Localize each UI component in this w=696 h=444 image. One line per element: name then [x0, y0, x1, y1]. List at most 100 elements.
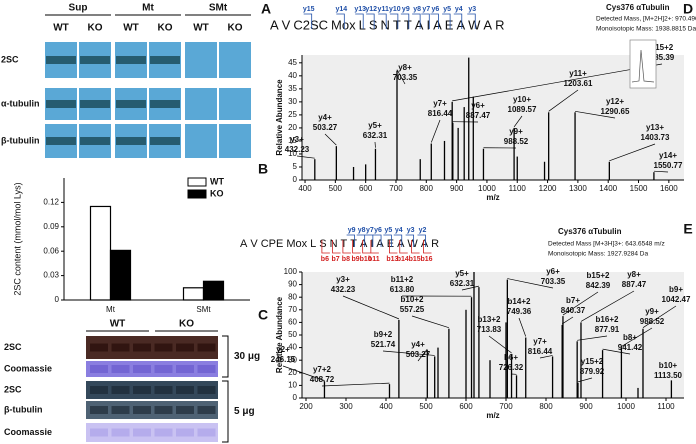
blot-lane: [185, 124, 217, 158]
peak-mz-label: 557.25: [400, 305, 425, 314]
residue: A: [360, 238, 368, 250]
y-ion-bracket: [453, 13, 463, 29]
peak-mz-label: 1290.65: [601, 107, 630, 116]
leader-line: [296, 155, 315, 159]
lane-label: KO: [228, 23, 243, 34]
y-ion-bracket: [389, 13, 399, 29]
y-ion-bracket: [383, 234, 392, 247]
blot-band: [111, 406, 130, 414]
blot-band: [111, 386, 130, 394]
y-ion-bracket: [405, 234, 415, 247]
y-ion-bracket: [412, 13, 421, 29]
y-tick-label: 5: [293, 162, 298, 171]
residue: E: [387, 238, 394, 250]
y-tick-label: 40: [288, 71, 297, 80]
blot-band: [80, 56, 110, 64]
y-tick-label: 80: [288, 292, 297, 301]
leader-line: [518, 317, 527, 337]
residue: A: [270, 17, 279, 32]
b-ion-bracket: [321, 240, 330, 254]
peak-ion-label: y5+: [455, 269, 469, 278]
row-label: β-tubulin: [1, 135, 39, 145]
leader-line: [417, 348, 428, 362]
leader-line: [580, 290, 635, 322]
blot-band: [46, 56, 76, 64]
y-ion-bracket: [467, 13, 476, 29]
residue: L: [359, 17, 366, 32]
peak-ion-label: y9+: [645, 307, 659, 316]
residue: S: [319, 238, 326, 250]
peak-mz-label: 632.31: [450, 279, 475, 288]
y-tick-label: 40: [288, 343, 297, 352]
peak-ion-label: y2+: [276, 345, 290, 354]
peak-ion-label: y13+: [646, 123, 664, 132]
peak-ion-label: y7+: [533, 337, 547, 346]
blot-band: [154, 428, 173, 437]
y-ion-bracket: [336, 13, 345, 29]
b-ion-label: b8: [342, 256, 350, 263]
leader-line: [602, 348, 631, 355]
peak-mz-label: 749.36: [507, 307, 532, 316]
residue: T: [341, 238, 348, 250]
group-label: Mt: [142, 3, 154, 14]
y-ion-label: y4: [395, 227, 403, 234]
x-tick-label: SMt: [196, 305, 211, 314]
x-tick-label: 400: [379, 402, 393, 411]
peak-ion-label: y3+: [336, 275, 350, 284]
panel-label: E: [683, 221, 692, 237]
y-ion-bracket: [364, 234, 374, 247]
peak-ion-label: y8+: [627, 270, 641, 279]
b-ion-label: b16: [420, 256, 432, 263]
y-axis-title: 2SC content (mmol/mol Lys): [12, 182, 22, 295]
peak-ion-label: b9+2: [374, 330, 393, 339]
blot-band: [90, 343, 108, 352]
residue: W: [407, 238, 418, 250]
y-ion-bracket: [421, 13, 430, 29]
peak-ion-label: b6+: [504, 353, 518, 362]
residue: A: [397, 238, 405, 250]
residue: T: [393, 17, 401, 32]
x-tick-label: 400: [298, 184, 312, 193]
y-ion-label: y12: [365, 6, 377, 13]
y-ion-label: y3: [407, 227, 415, 234]
spectrum-note: Monoisotopic Mass: 1927.9284 Da: [548, 251, 648, 258]
plot-area: [302, 272, 684, 398]
peak-mz-label: 1042.47: [662, 295, 691, 304]
leader-line: [342, 295, 400, 320]
blot-band: [133, 386, 151, 394]
peak-mz-label: 885.39: [650, 53, 675, 62]
x-tick-label: 600: [459, 402, 473, 411]
leader-line: [621, 327, 653, 347]
blot-lane: [185, 88, 217, 120]
b-ion-label: b13: [386, 256, 398, 263]
x-tick-label: 700: [499, 402, 513, 411]
residue: I: [426, 17, 430, 32]
y-ion-bracket: [400, 13, 410, 29]
blot-band: [197, 386, 216, 394]
residue: V: [282, 17, 291, 32]
y-tick-label: 0: [55, 295, 60, 304]
residue: A: [421, 238, 429, 250]
leader-line: [488, 335, 512, 354]
y-ion-label: y5: [443, 6, 451, 13]
y-ion-bracket: [442, 13, 451, 29]
blot-band: [197, 365, 216, 373]
peak-mz-label: 816.44: [428, 109, 453, 118]
y-ion-label: y9: [348, 227, 356, 234]
peak-ion-label: y6+: [471, 101, 485, 110]
y-ion-bracket: [346, 234, 356, 247]
peak-ion-label: y6+: [546, 267, 560, 276]
bar: [202, 280, 225, 301]
peak-mz-label: 632.31: [363, 131, 388, 140]
peak-ion-label: y7+: [433, 99, 447, 108]
blot-band: [133, 428, 151, 437]
y-ion-label: y10: [389, 6, 401, 13]
blot-band: [46, 137, 76, 145]
b-ion-bracket: [332, 240, 341, 254]
blot-band: [197, 428, 216, 437]
leader-line: [561, 316, 574, 325]
x-tick-label: 500: [419, 402, 433, 411]
y-ion-label: y6: [374, 227, 382, 234]
blot-band: [80, 137, 110, 145]
